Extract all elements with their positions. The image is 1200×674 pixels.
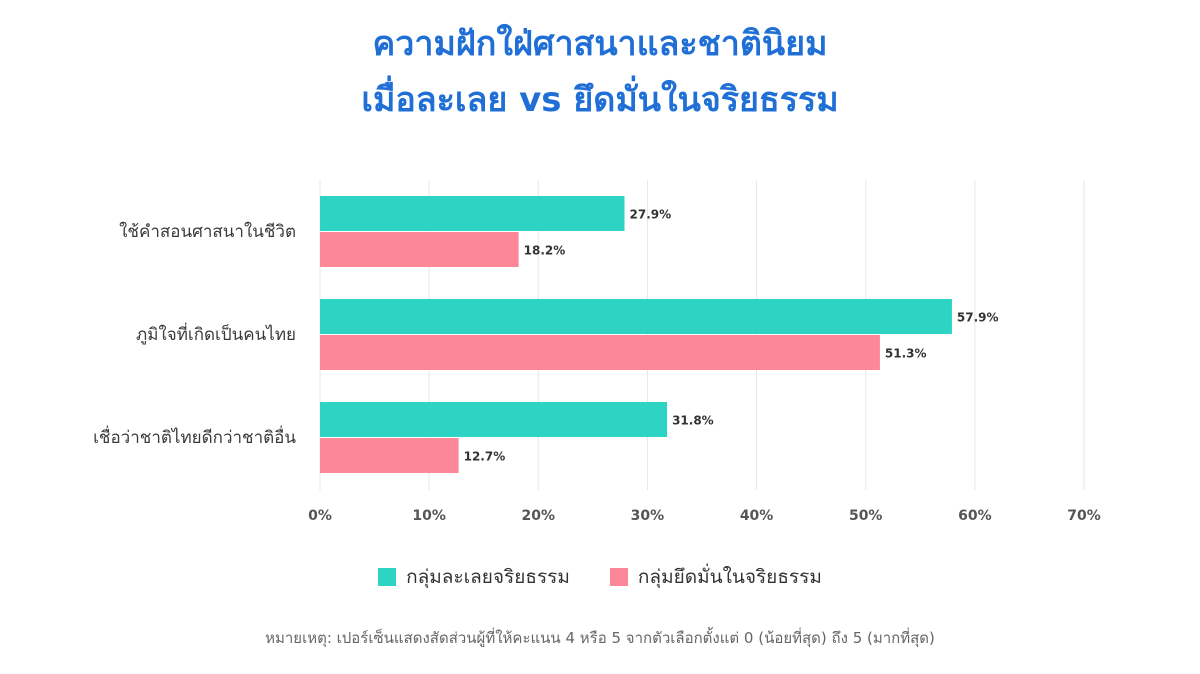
value-label-s0-c1: 57.9% (957, 311, 999, 325)
x-tick-label-5: 50% (849, 508, 883, 524)
legend-item-neglect: กลุ่มละเลยจริยธรรม (378, 562, 570, 592)
chart-title-line-1: ความฝักใฝ่ศาสนาและชาตินิยม (372, 24, 828, 64)
value-label-s0-c0: 27.9% (630, 208, 672, 222)
legend-item-adhere: กลุ่มยึดมั่นในจริยธรรม (609, 562, 822, 592)
legend-swatch-neglect (378, 568, 397, 586)
category-label-2: เชื่อว่าชาติไทยดีกว่าชาติอื่น (93, 425, 296, 448)
bar-s1-c0 (320, 232, 519, 267)
value-label-s1-c1: 51.3% (885, 347, 927, 361)
legend: กลุ่มละเลยจริยธรรม กลุ่มยึดมั่นในจริยธรร… (0, 562, 1200, 592)
legend-label-adhere: กลุ่มยึดมั่นในจริยธรรม (637, 566, 822, 588)
footnote: หมายเหตุ: เปอร์เซ็นแสดงสัดส่วนผู้ที่ให้ค… (265, 629, 935, 647)
legend-label-neglect: กลุ่มละเลยจริยธรรม (406, 566, 570, 588)
x-tick-label-0: 0% (308, 508, 332, 524)
category-label-0: ใช้คำสอนศาสนาในชีวิต (119, 221, 296, 242)
category-label-1: ภูมิใจที่เกิดเป็นคนไทย (136, 322, 296, 345)
x-tick-label-1: 10% (412, 508, 446, 524)
x-tick-label-7: 70% (1067, 508, 1101, 524)
bar-s1-c1 (320, 335, 880, 370)
value-label-s1-c2: 12.7% (464, 450, 506, 464)
x-tick-label-3: 30% (631, 508, 665, 524)
chart-title-line-2: เมื่อละเลย vs ยึดมั่นในจริยธรรม (361, 80, 839, 120)
x-tick-label-6: 60% (958, 508, 992, 524)
x-tick-label-4: 40% (740, 508, 774, 524)
legend-swatch-adhere (609, 568, 628, 586)
x-tick-label-2: 20% (522, 508, 556, 524)
value-label-s1-c0: 18.2% (524, 244, 566, 258)
bar-s1-c2 (320, 438, 459, 473)
bar-s0-c2 (320, 402, 668, 437)
value-label-s0-c2: 31.8% (672, 414, 714, 428)
bar-chart: 0% 10% 20% 30% 40% 50% 60% 70% ใช้คำสอนศาสนาในชี… (93, 180, 1101, 524)
bar-s0-c0 (320, 196, 625, 231)
bar-s0-c1 (320, 299, 952, 334)
